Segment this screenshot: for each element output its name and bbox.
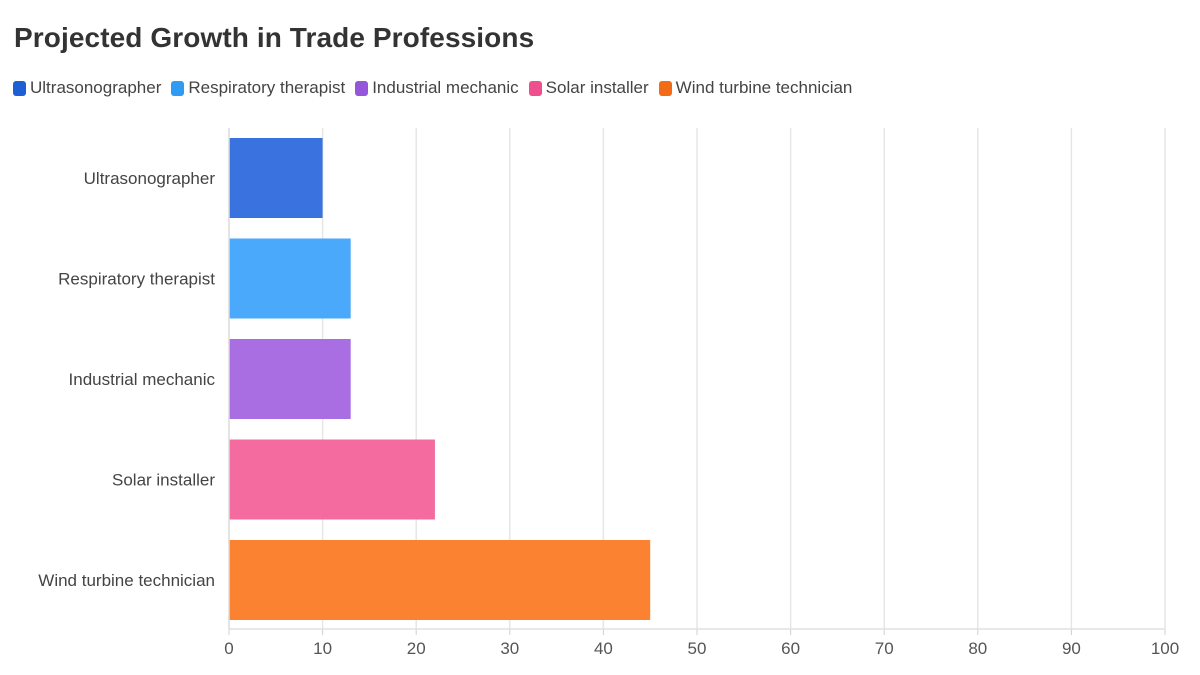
- legend-swatch: [171, 80, 185, 96]
- legend-swatch: [13, 80, 26, 96]
- x-tick-label: 100: [1151, 639, 1179, 658]
- y-tick-label: Solar installer: [112, 471, 215, 490]
- legend-swatch: [528, 80, 542, 96]
- legend-label: Wind turbine technician: [675, 78, 853, 97]
- legend-label: Ultrasonographer: [30, 78, 162, 97]
- legend-item-ultrasonographer[interactable]: Ultrasonographer: [13, 78, 161, 98]
- legend-item-solar-installer[interactable]: Solar installer: [528, 78, 649, 98]
- bar-ultrasonographer[interactable]: [229, 138, 323, 218]
- x-tick-label: 90: [1062, 639, 1081, 658]
- y-tick-label: Industrial mechanic: [69, 370, 216, 389]
- bar-respiratory-therapist[interactable]: [229, 238, 351, 319]
- x-tick-label: 0: [224, 639, 233, 658]
- x-tick-label: 30: [500, 639, 519, 658]
- x-tick-label: 50: [688, 639, 707, 658]
- y-tick-label: Respiratory therapist: [58, 270, 215, 289]
- bar-solar-installer[interactable]: [229, 439, 435, 520]
- bars: [229, 138, 651, 620]
- x-tick-label: 60: [781, 639, 800, 658]
- legend-item-respiratory-therapist[interactable]: Respiratory therapist: [171, 78, 345, 98]
- legend-item-wind-turbine-technician[interactable]: Wind turbine technician: [658, 78, 853, 98]
- x-tick-label: 10: [313, 639, 332, 658]
- legend: Ultrasonographer Respiratory therapist I…: [13, 77, 862, 99]
- x-tick-label: 20: [407, 639, 426, 658]
- x-tick-label: 80: [968, 639, 987, 658]
- legend-label: Industrial mechanic: [372, 78, 519, 97]
- x-axis: 0 10 20 30 40 50 60 70 80 90 100: [224, 128, 1179, 658]
- bar-industrial-mechanic[interactable]: [229, 339, 351, 419]
- x-tick-label: 70: [875, 639, 894, 658]
- y-tick-label: Wind turbine technician: [38, 571, 215, 590]
- legend-label: Respiratory therapist: [188, 78, 346, 97]
- y-axis: Ultrasonographer Respiratory therapist Ind…: [38, 169, 215, 590]
- chart-title: Projected Growth in Trade Professions: [14, 22, 535, 53]
- legend-label: Solar installer: [545, 78, 649, 97]
- legend-swatch: [355, 80, 369, 96]
- legend-swatch: [658, 80, 672, 96]
- y-tick-label: Ultrasonographer: [84, 169, 216, 188]
- legend-item-industrial-mechanic[interactable]: Industrial mechanic: [355, 78, 519, 98]
- bar-wind-turbine-technician[interactable]: [229, 540, 651, 620]
- x-tick-label: 40: [594, 639, 613, 658]
